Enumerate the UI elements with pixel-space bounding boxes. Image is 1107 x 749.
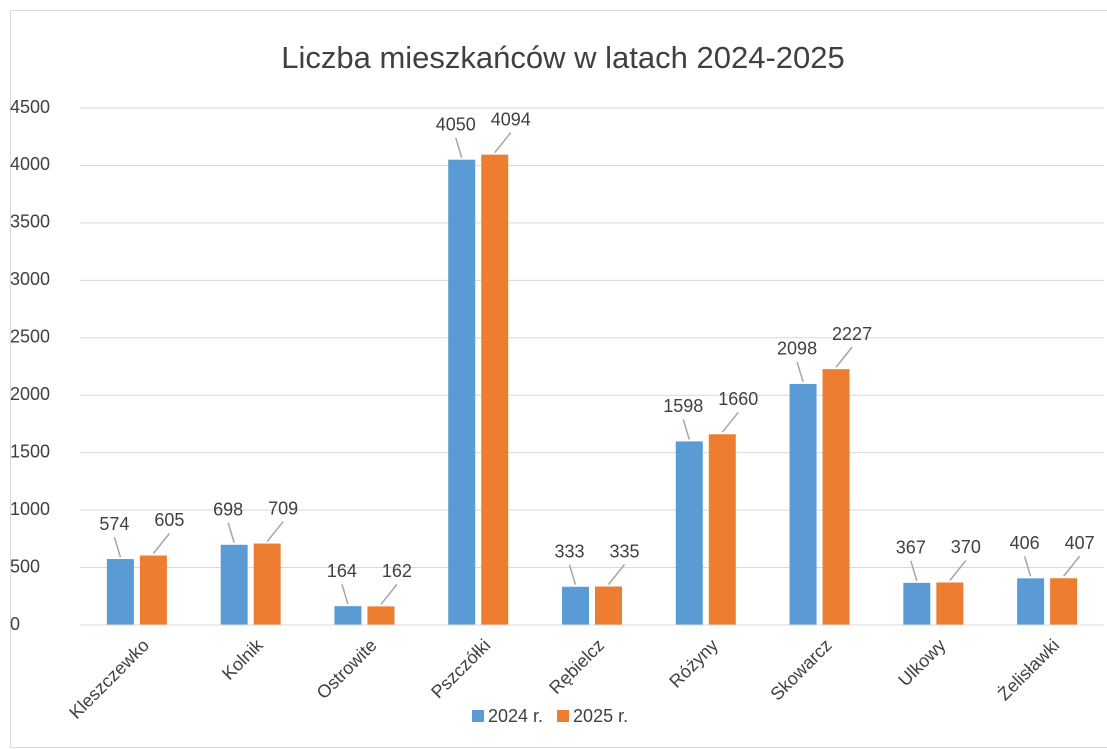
leader-line — [227, 522, 235, 544]
bar — [595, 586, 622, 625]
leader-line — [1063, 555, 1081, 577]
leader-line — [1023, 556, 1032, 577]
bar — [334, 606, 362, 625]
leader-line — [341, 583, 349, 605]
legend-label: 2025 r. — [573, 706, 628, 726]
data-label: 1660 — [718, 389, 758, 409]
bar — [220, 544, 248, 625]
y-tick-label: 2500 — [10, 327, 50, 347]
leader-line — [796, 361, 804, 383]
leader-line — [152, 533, 170, 554]
data-label: 2227 — [832, 324, 872, 344]
data-label: 4050 — [436, 114, 476, 134]
y-tick-label: 0 — [10, 614, 20, 634]
y-tick-label: 4500 — [10, 97, 50, 117]
data-label: 406 — [1010, 533, 1040, 553]
bar — [106, 559, 134, 625]
y-tick-label: 1500 — [10, 441, 50, 461]
data-label: 698 — [213, 500, 243, 520]
y-tick-label: 1000 — [10, 499, 50, 519]
bar — [903, 582, 931, 625]
data-label: 162 — [382, 561, 412, 581]
y-tick-label: 4000 — [10, 154, 50, 174]
bar — [448, 159, 476, 625]
leader-line — [835, 346, 853, 368]
y-tick-label: 2000 — [10, 384, 50, 404]
bar — [675, 441, 703, 625]
leader-line — [568, 564, 577, 585]
data-label: 1598 — [663, 396, 703, 416]
data-label: 370 — [951, 537, 981, 557]
leader-line — [455, 137, 463, 158]
bar — [1050, 578, 1078, 625]
leader-line — [113, 536, 122, 558]
bar — [708, 434, 736, 625]
data-label: 367 — [896, 538, 926, 558]
bar — [936, 582, 964, 625]
chart-title: Liczba mieszkańców w latach 2024-2025 — [281, 40, 844, 75]
data-label: 574 — [99, 514, 129, 534]
y-tick-label: 500 — [10, 556, 40, 576]
bar — [253, 543, 281, 625]
bar — [1017, 578, 1045, 625]
leader-line — [721, 411, 739, 433]
leader-line — [380, 583, 398, 605]
data-label: 333 — [554, 541, 584, 561]
y-tick-label: 3000 — [10, 269, 50, 289]
leader-line — [607, 564, 626, 585]
data-label: 2098 — [777, 339, 817, 359]
bar — [562, 586, 589, 625]
legend-label: 2024 r. — [488, 706, 543, 726]
data-label: 164 — [327, 561, 357, 581]
legend-swatch — [557, 710, 570, 722]
data-label: 709 — [268, 498, 298, 518]
leader-line — [682, 419, 690, 440]
bar — [822, 369, 850, 625]
leader-line — [266, 521, 284, 543]
data-label: 407 — [1065, 533, 1095, 553]
leader-line — [910, 560, 918, 582]
data-label: 335 — [609, 541, 639, 561]
bar — [139, 555, 167, 625]
y-tick-label: 3500 — [10, 212, 50, 232]
legend-swatch — [472, 710, 484, 722]
leader-line — [949, 560, 967, 581]
bar — [481, 154, 509, 625]
data-label: 4094 — [491, 109, 531, 129]
bar — [367, 606, 395, 625]
chart-border — [10, 10, 1107, 748]
data-label: 605 — [154, 510, 184, 530]
leader-line — [494, 132, 512, 154]
bar — [789, 383, 817, 625]
